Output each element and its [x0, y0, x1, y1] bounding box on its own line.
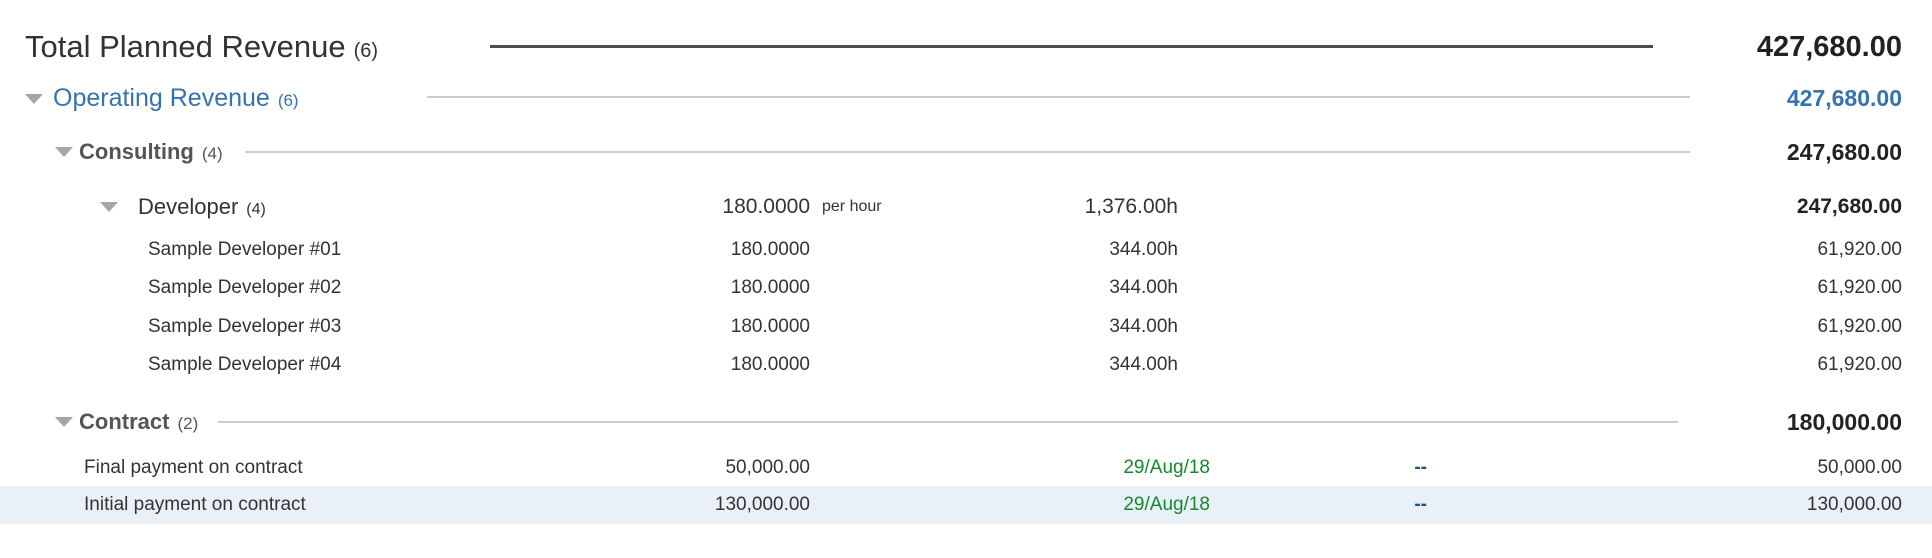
rate-unit-label: per hour: [822, 198, 882, 215]
row-initial-payment[interactable]: Initial payment on contract 130,000.00 2…: [0, 486, 1932, 524]
contract-amount: 180,000.00: [1786, 409, 1902, 435]
payment-date-link[interactable]: 29/Aug/18: [1123, 457, 1210, 478]
hours-value: 344.00h: [1109, 277, 1178, 298]
empty-field-placeholder[interactable]: --: [1414, 457, 1427, 478]
row-label-developer: Developer (4): [138, 188, 266, 229]
chevron-down-icon[interactable]: [55, 417, 73, 427]
developer-amount: 247,680.00: [1796, 195, 1902, 218]
leader-line: [490, 45, 1653, 48]
chevron-down-icon[interactable]: [100, 202, 118, 212]
operating-revenue-amount: 427,680.00: [1786, 85, 1902, 111]
hours-value: 1,376.00h: [1084, 195, 1178, 218]
row-count: (2): [177, 414, 199, 433]
rate-value: 180.0000: [730, 354, 810, 375]
row-count: (6): [277, 91, 299, 110]
row-count: (4): [201, 144, 223, 163]
row-amount: 50,000.00: [1817, 457, 1902, 478]
row-label-text: Operating Revenue: [53, 84, 270, 112]
row-amount: 61,920.00: [1817, 277, 1902, 298]
row-sample-developer-01: Sample Developer #01 180.0000 344.00h 61…: [0, 231, 1932, 269]
row-amount: 130,000.00: [1806, 494, 1902, 515]
row-label: Sample Developer #02: [148, 277, 342, 298]
row-label-consulting: Consulting (4): [79, 133, 223, 173]
row-amount: 61,920.00: [1817, 354, 1902, 375]
payment-value: 50,000.00: [725, 457, 810, 478]
row-label-text: Contract: [79, 409, 170, 434]
payment-date-link[interactable]: 29/Aug/18: [1123, 494, 1210, 515]
row-label-text: Developer: [138, 194, 239, 219]
row-contract: Contract (2) 180,000.00: [0, 403, 1932, 441]
hours-value: 344.00h: [1109, 316, 1178, 337]
payment-value: 130,000.00: [714, 494, 810, 515]
row-amount: 61,920.00: [1817, 239, 1902, 260]
row-label-operating-revenue[interactable]: Operating Revenue (6): [53, 79, 299, 120]
row-consulting: Consulting (4) 247,680.00: [0, 133, 1932, 171]
leader-line: [427, 96, 1690, 98]
row-developer: Developer (4) 180.0000 per hour 1,376.00h…: [0, 188, 1932, 226]
row-final-payment: Final payment on contract 50,000.00 29/A…: [0, 449, 1932, 487]
leader-line: [218, 421, 1678, 423]
row-label: Initial payment on contract: [84, 494, 306, 515]
row-label: Sample Developer #03: [148, 316, 342, 337]
empty-field-placeholder[interactable]: --: [1414, 494, 1427, 515]
row-amount: 61,920.00: [1817, 316, 1902, 337]
row-label-total-planned-revenue: Total Planned Revenue (6): [25, 25, 378, 73]
rate-value: 180.0000: [730, 316, 810, 337]
row-count: (6): [353, 40, 379, 62]
rate-value: 180.0000: [730, 239, 810, 260]
chevron-down-icon[interactable]: [55, 147, 73, 157]
row-operating-revenue: Operating Revenue (6) 427,680.00: [0, 79, 1932, 117]
row-sample-developer-02: Sample Developer #02 180.0000 344.00h 61…: [0, 269, 1932, 307]
hours-value: 344.00h: [1109, 354, 1178, 375]
leader-line: [245, 151, 1690, 153]
row-count: (4): [246, 201, 266, 218]
row-label-contract: Contract (2): [79, 403, 198, 443]
row-label: Sample Developer #01: [148, 239, 342, 260]
row-label: Sample Developer #04: [148, 354, 342, 375]
hours-value: 344.00h: [1109, 239, 1178, 260]
row-label-text: Total Planned Revenue: [25, 29, 346, 64]
row-total-planned-revenue: Total Planned Revenue (6) 427,680.00: [0, 25, 1932, 69]
rate-value: 180.0000: [722, 195, 810, 218]
row-sample-developer-04: Sample Developer #04 180.0000 344.00h 61…: [0, 346, 1932, 384]
total-amount: 427,680.00: [1756, 31, 1902, 63]
row-label-text: Consulting: [79, 139, 194, 164]
chevron-down-icon[interactable]: [25, 94, 43, 104]
consulting-amount: 247,680.00: [1786, 139, 1902, 165]
row-sample-developer-03: Sample Developer #03 180.0000 344.00h 61…: [0, 308, 1932, 346]
rate-value: 180.0000: [730, 277, 810, 298]
row-label: Final payment on contract: [84, 457, 303, 478]
